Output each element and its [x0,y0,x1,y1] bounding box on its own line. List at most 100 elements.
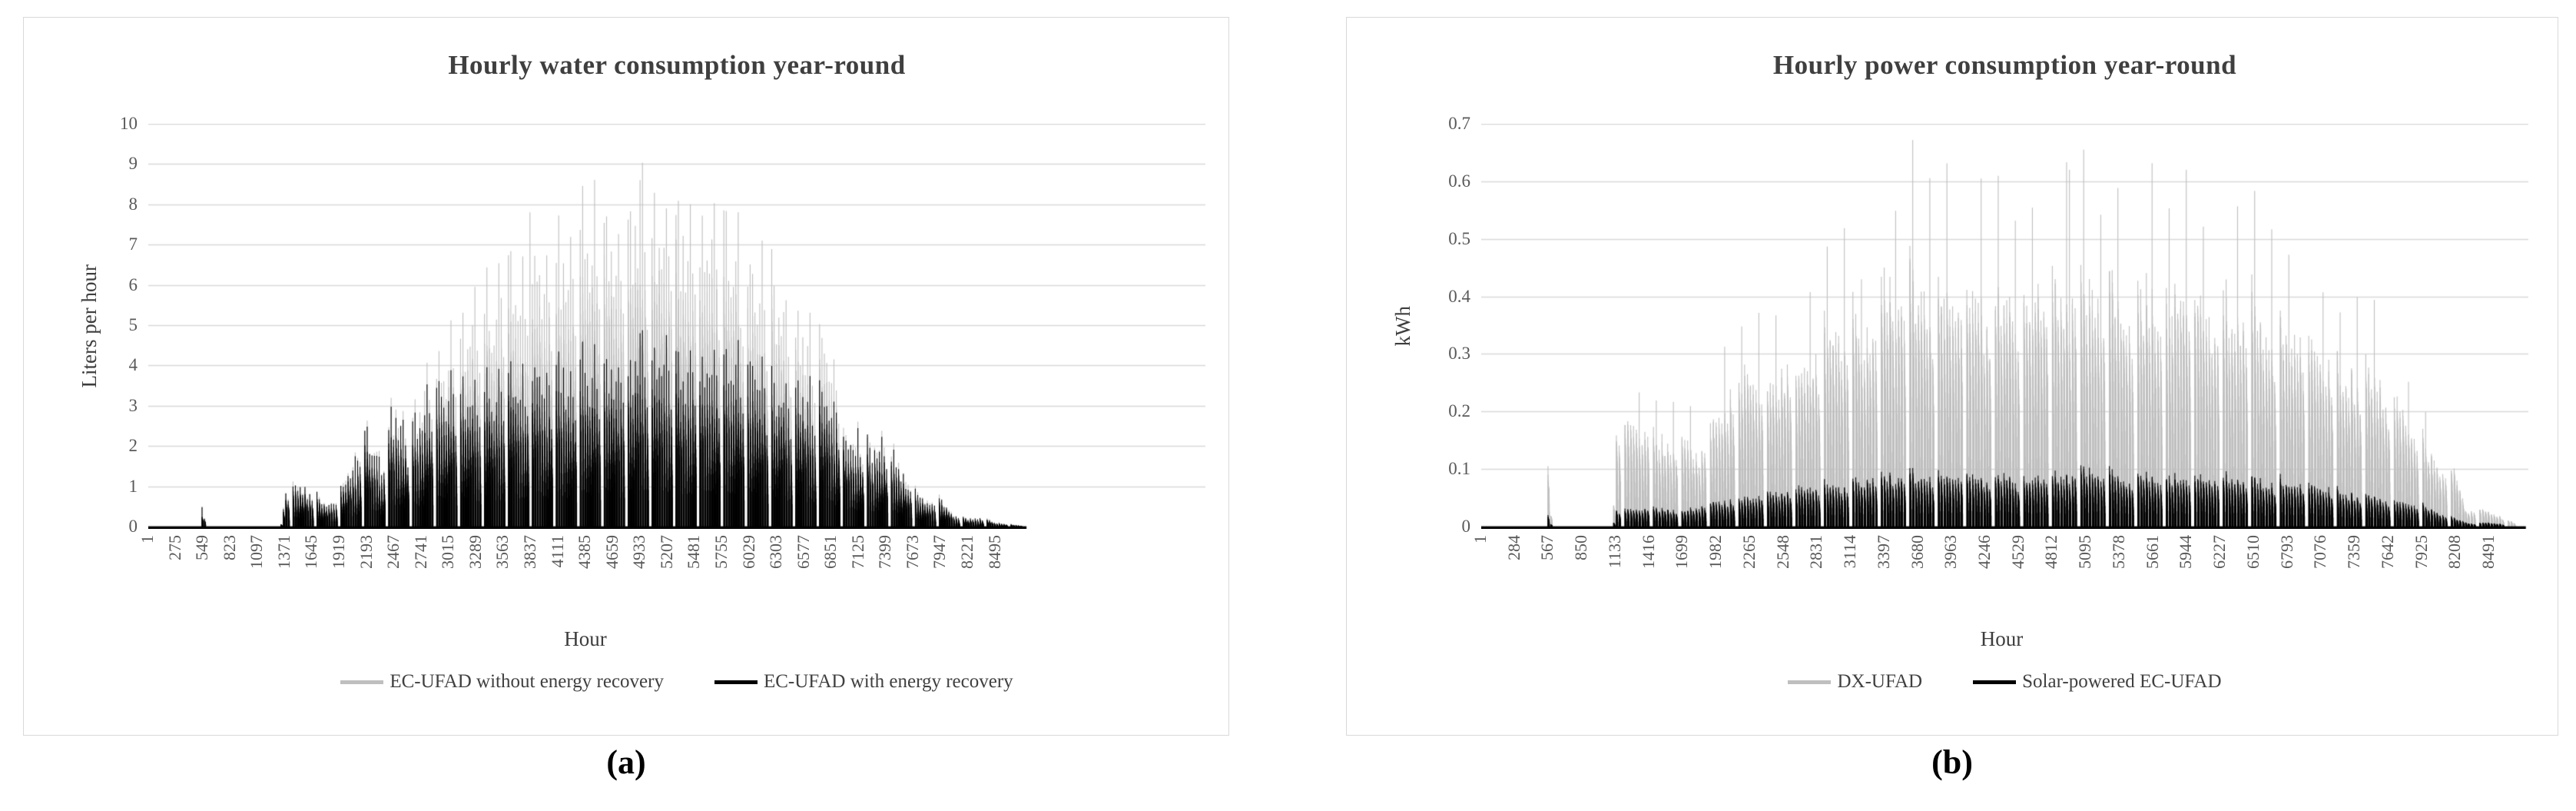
legend-item: Solar-powered EC-UFAD [1973,671,2222,693]
x-axis-title: Hour [564,627,607,650]
water-consumption-plot [148,124,1205,529]
y-tick-label: 9 [128,154,138,174]
y-tick-label: 7 [128,234,138,254]
x-tick-label: 4529 [2007,535,2027,569]
x-tick-label: 3114 [1840,535,1860,569]
x-tick-label: 7125 [847,535,867,569]
x-tick-label: 2467 [383,535,403,569]
y-tick-label: 5 [128,315,138,334]
x-tick-label: 1982 [1706,535,1726,569]
y-axis-title-box: kWh [1391,124,1415,529]
x-tick-label: 549 [192,535,212,560]
x-tick-label: 850 [1571,535,1591,560]
x-tick-label: 1133 [1604,535,1624,569]
x-tick-label: 2265 [1739,535,1759,569]
x-tick-label: 3963 [1941,535,1961,569]
y-tick-label: 2 [128,436,138,456]
x-tick-label: 2548 [1772,535,1792,569]
legend-item: EC-UFAD with energy recovery [714,671,1013,693]
x-tick-label: 5755 [711,535,731,569]
x-tick-label: 6577 [793,535,813,569]
x-tick-label: 1645 [301,535,321,569]
x-tick-label: 3397 [1873,535,1893,569]
legend-label: DX-UFAD [1837,671,1923,692]
legend-item: EC-UFAD without energy recovery [340,671,664,693]
y-tick-label: 0 [128,517,138,536]
x-tick-label: 3680 [1907,535,1927,569]
x-tick-label: 6793 [2276,535,2296,569]
x-tick-label: 5944 [2176,535,2196,569]
legend: EC-UFAD without energy recovery EC-UFAD w… [148,671,1205,693]
x-tick-label: 1 [1470,535,1490,543]
x-tick-label: 5095 [2075,535,2095,569]
legend-item: DX-UFAD [1788,671,1922,693]
x-tick-label: 6029 [738,535,758,569]
y-tick-label: 8 [128,194,138,214]
x-tick-label: 7947 [930,535,950,569]
x-tick-label: 567 [1537,535,1557,560]
x-tick-label: 1416 [1638,535,1658,569]
x-tick-label: 823 [219,535,239,560]
x-tick-label: 2741 [410,535,430,569]
y-tick-label: 0 [1461,517,1471,536]
x-tick-label: 6510 [2243,535,2263,569]
x-tick-label: 7359 [2344,535,2364,569]
x-tick-label: 5661 [2142,535,2162,569]
x-tick-label: 2831 [1806,535,1826,569]
x-tick-label: 7076 [2310,535,2330,569]
power-consumption-plot [1481,124,2528,529]
x-tick-label: 7642 [2377,535,2397,569]
legend-line-marker [714,680,758,684]
water-consumption-panel: Hourly water consumption year-round Lite… [23,17,1229,736]
x-tick-label: 4246 [1974,535,1994,569]
x-tick-label: 8221 [957,535,977,569]
x-tick-label: 8495 [984,535,1004,569]
caption-b: (b) [1931,743,1973,781]
x-tick-label: 6303 [766,535,786,569]
y-tick-label: 0.2 [1448,401,1470,421]
y-tick-label: 0.6 [1448,171,1470,191]
x-tick-label: 7673 [902,535,922,569]
x-tick-label: 1699 [1672,535,1692,569]
x-tick-label: 4385 [575,535,595,569]
y-tick-label: 0.5 [1448,228,1470,248]
x-tick-label: 3837 [519,535,539,569]
y-tick-label: 0.7 [1448,114,1470,133]
y-tick-label: 0.4 [1448,286,1470,306]
x-tick-label: 4933 [629,535,649,569]
y-tick-label: 10 [120,114,138,133]
y-tick-label: 0.1 [1448,459,1470,479]
power-consumption-panel: Hourly power consumption year-round kWh … [1346,17,2558,736]
x-tick-label: 2193 [356,535,376,569]
x-tick-label: 7399 [875,535,895,569]
x-tick-label: 5481 [684,535,704,569]
y-axis-title: kWh [1391,306,1414,347]
y-tick-label: 1 [128,476,138,496]
x-tick-label: 4812 [2041,535,2061,569]
y-tick-label: 4 [128,355,138,375]
legend-line-marker [1973,680,2017,684]
x-tick-label: 275 [164,535,184,560]
x-tick-label: 1 [138,535,157,543]
x-tick-label: 3563 [492,535,512,569]
y-tick-label: 6 [128,274,138,294]
legend-label: EC-UFAD with energy recovery [763,671,1013,692]
caption-a: (a) [606,743,646,781]
x-tick-label: 7925 [2411,535,2431,569]
x-tick-label: 1097 [247,535,267,569]
x-tick-label: 3015 [438,535,458,569]
legend: DX-UFAD Solar-powered EC-UFAD [1481,671,2528,693]
legend-line-marker [340,680,384,684]
x-tick-label: 3289 [465,535,485,569]
x-tick-label: 1919 [328,535,348,569]
x-tick-label: 6851 [821,535,840,569]
chart-title: Hourly water consumption year-round [448,50,906,80]
x-tick-label: 4111 [547,535,567,568]
x-tick-label: 5207 [656,535,676,569]
y-tick-label: 3 [128,395,138,415]
chart-title: Hourly power consumption year-round [1772,50,2237,80]
legend-line-marker [1788,680,1832,684]
x-tick-label: 284 [1503,535,1523,560]
legend-label: Solar-powered EC-UFAD [2022,671,2222,692]
